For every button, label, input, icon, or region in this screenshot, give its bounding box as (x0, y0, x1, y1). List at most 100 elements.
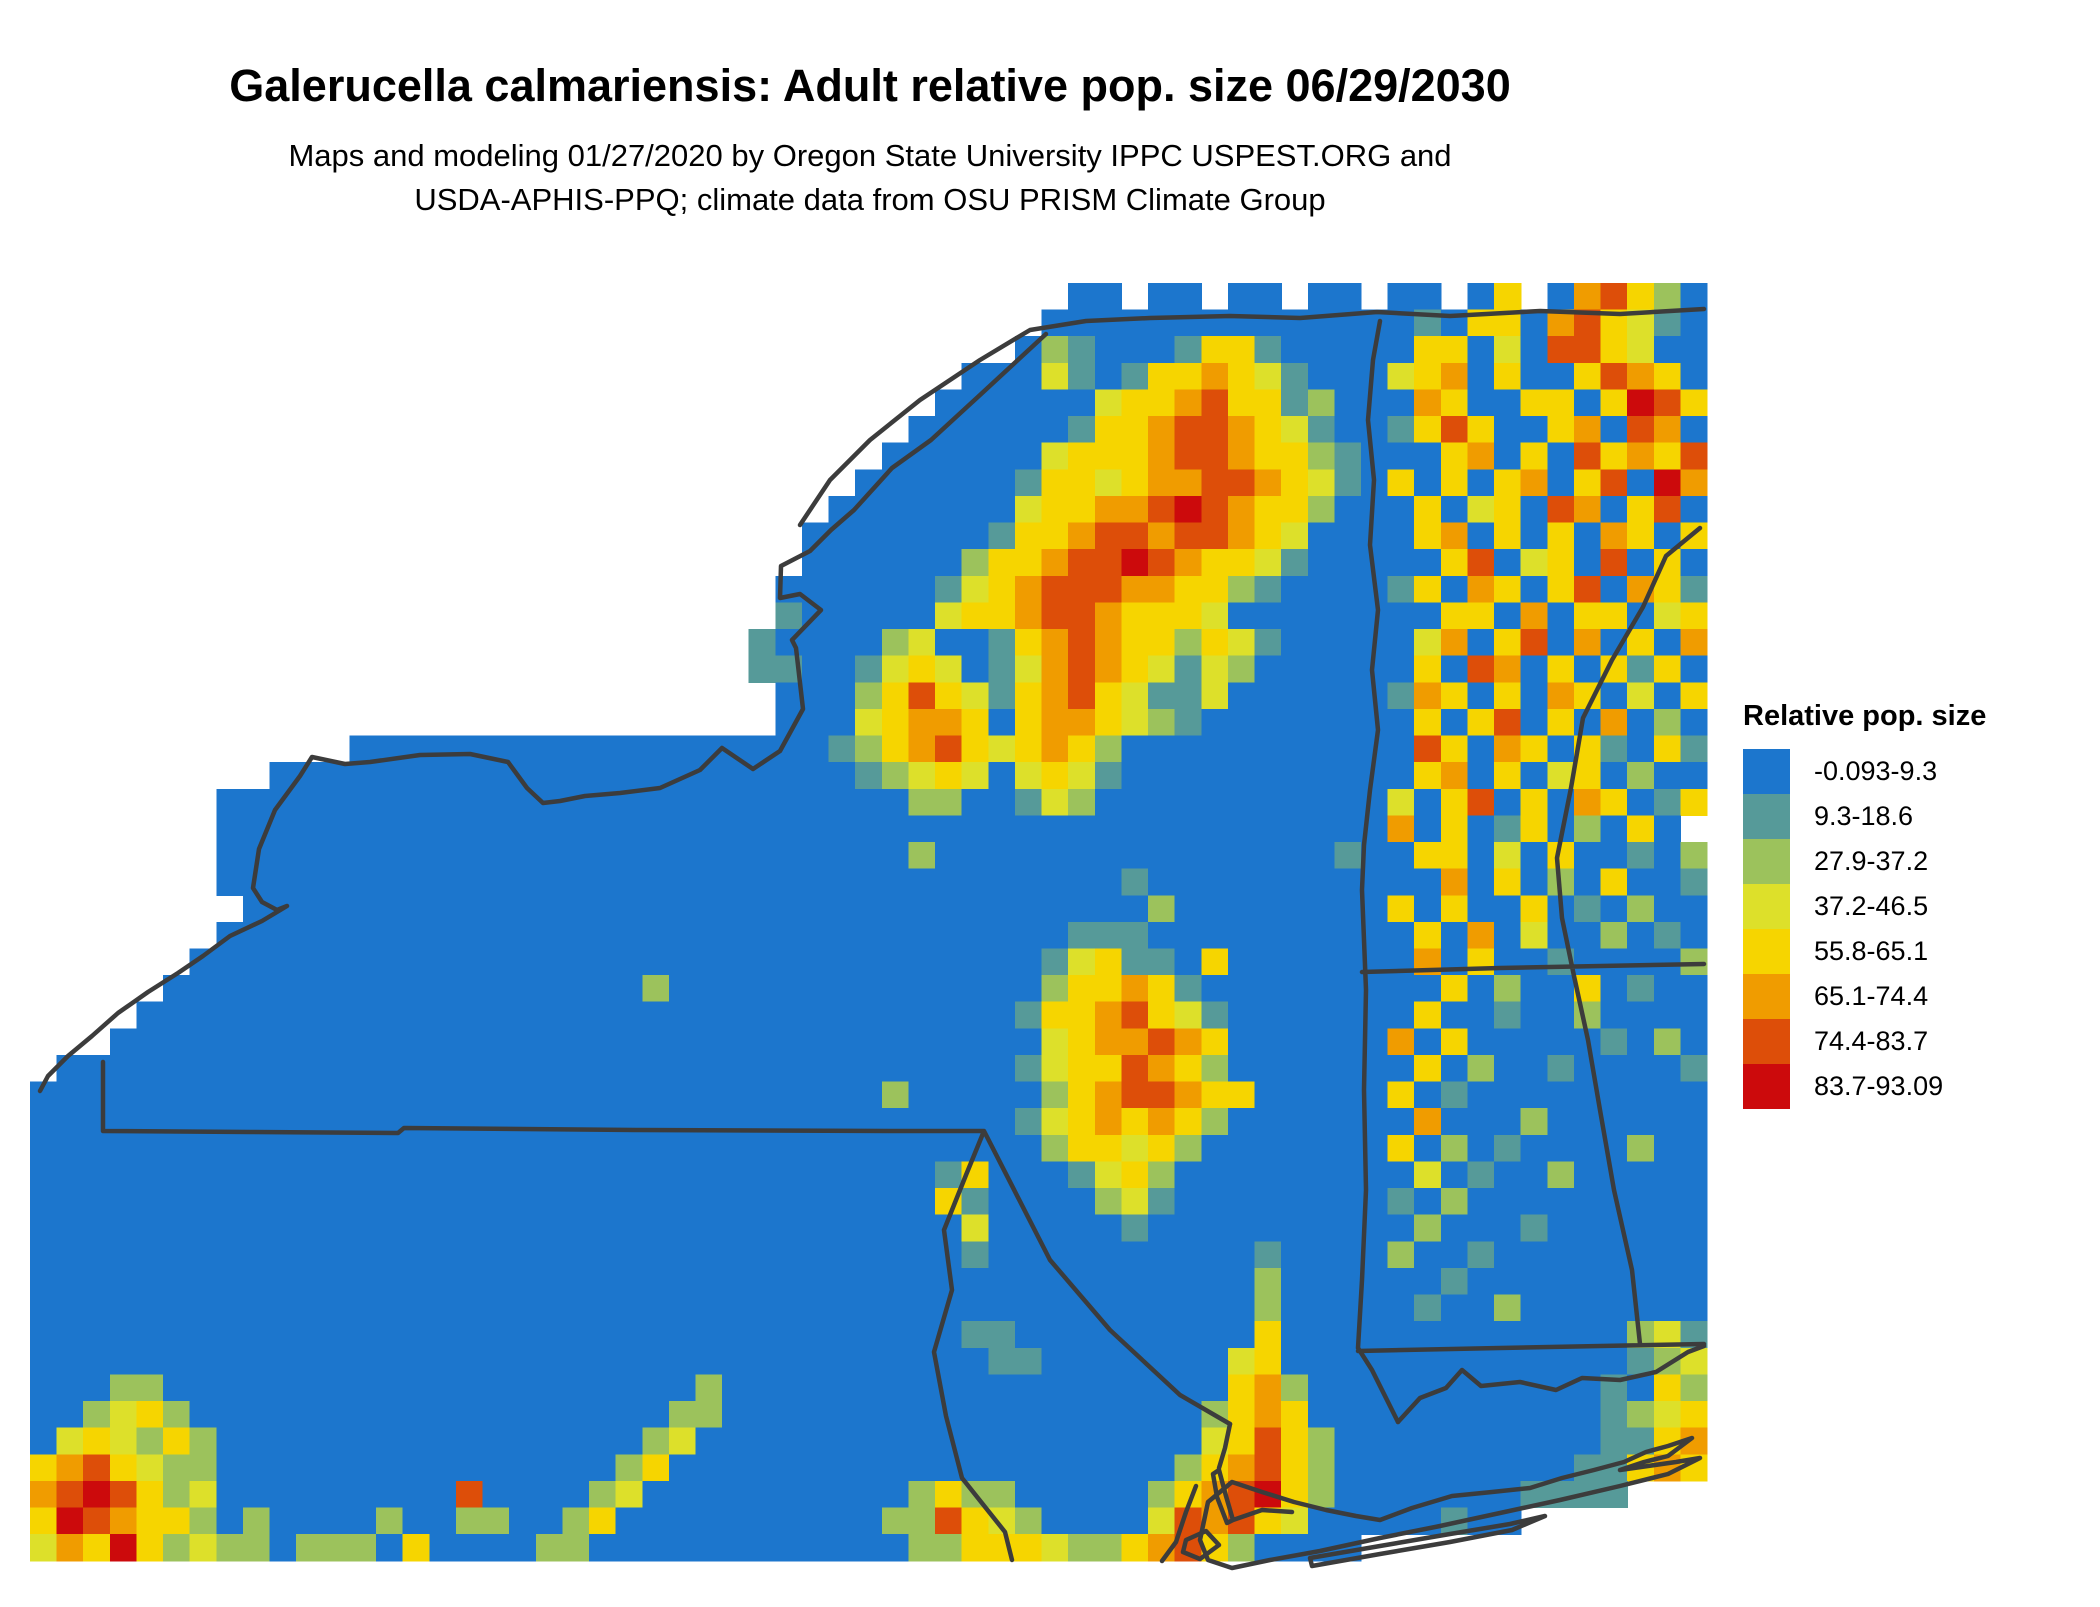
map-cell (1201, 1001, 1229, 1029)
map-cell (1201, 762, 1229, 790)
map-cell (1068, 1081, 1096, 1109)
map-cell (30, 1241, 58, 1269)
map-cell (1547, 682, 1575, 710)
map-cell (615, 1321, 643, 1349)
map-cell (695, 975, 723, 1003)
map-cell (1281, 1454, 1309, 1482)
map-cell (802, 1347, 830, 1376)
map-cell (961, 975, 989, 1003)
map-cell (1440, 655, 1469, 683)
map-cell (935, 522, 963, 550)
map-cell (1387, 522, 1415, 550)
map-cell (535, 842, 564, 870)
map-cell (376, 1134, 404, 1163)
map-cell (855, 496, 883, 524)
map-cell (828, 1028, 856, 1056)
map-cell (1068, 1267, 1096, 1296)
map-cell (216, 1507, 244, 1535)
map-cell (1174, 1081, 1202, 1109)
map-cell (1547, 1294, 1575, 1322)
map-cell (349, 895, 377, 923)
map-cell (1121, 362, 1149, 391)
map-cell (1254, 975, 1282, 1003)
map-cell (1627, 1081, 1655, 1109)
map-cell (748, 1055, 776, 1083)
map-cell (881, 1028, 910, 1056)
map-cell (1627, 1347, 1655, 1376)
map-cell (455, 1294, 484, 1322)
map-cell (775, 975, 803, 1003)
map-cell (1068, 1188, 1096, 1216)
map-cell (722, 1214, 750, 1242)
map-cell (535, 1161, 564, 1189)
map-cell (1174, 336, 1202, 364)
map-cell (136, 1161, 164, 1189)
map-cell (1520, 1214, 1548, 1242)
map-cell (1600, 921, 1628, 950)
map-cell (775, 1321, 803, 1349)
map-cell (961, 788, 989, 817)
map-cell (376, 1161, 404, 1189)
map-cell (1467, 708, 1495, 737)
map-cell (1068, 1480, 1096, 1509)
map-cell (802, 895, 830, 923)
map-cell (562, 762, 590, 790)
map-cell (1680, 682, 1708, 710)
map-cell (109, 1507, 138, 1535)
map-cell (695, 815, 723, 843)
map-cell (775, 1480, 803, 1509)
map-cell (828, 655, 856, 683)
map-cell (56, 1401, 84, 1429)
map-cell (1094, 868, 1123, 896)
map-cell (296, 868, 324, 896)
map-cell (509, 1108, 537, 1136)
map-cell (296, 1294, 324, 1322)
map-cell (1467, 1108, 1495, 1136)
map-cell (1387, 975, 1415, 1003)
map-cell (1201, 602, 1229, 630)
map-cell (1068, 1454, 1096, 1482)
map-cell (1281, 575, 1309, 604)
map-cell (589, 1480, 617, 1509)
map-cell (30, 1108, 58, 1136)
map-cell (589, 1001, 617, 1029)
map-cell (1227, 336, 1256, 364)
map-cell (322, 1028, 351, 1056)
legend-row: 37.2-46.5 (1743, 884, 1986, 929)
map-cell (83, 1134, 111, 1163)
map-cell (961, 1081, 989, 1109)
map-cell (695, 1055, 723, 1083)
map-cell (376, 948, 404, 976)
map-cell (1334, 788, 1362, 817)
map-cell (1653, 948, 1682, 976)
map-cell (322, 1401, 351, 1429)
map-cell (509, 1028, 537, 1056)
map-cell (1227, 842, 1256, 870)
map-cell (1653, 389, 1682, 417)
map-cell (1440, 1427, 1469, 1455)
map-cell (642, 815, 670, 843)
map-cell (1068, 1427, 1096, 1455)
map-cell (322, 1480, 351, 1509)
map-cell (1520, 1454, 1548, 1482)
map-cell (1148, 842, 1176, 870)
legend-label: 65.1-74.4 (1814, 981, 1929, 1011)
map-cell (1467, 921, 1495, 950)
map-cell (615, 1534, 643, 1562)
map-cell (1281, 336, 1309, 364)
map-cell (109, 1454, 138, 1482)
map-cell (1440, 788, 1469, 817)
map-cell (1148, 1001, 1176, 1029)
map-cell (1254, 283, 1282, 311)
map-cell (615, 1347, 643, 1376)
map-cell (855, 815, 883, 843)
map-cell (296, 815, 324, 843)
map-cell (296, 1241, 324, 1269)
map-cell (908, 496, 936, 524)
map-cell (908, 1188, 936, 1216)
map-cell (1068, 735, 1096, 763)
map-cell (269, 1001, 297, 1029)
map-cell (1600, 948, 1628, 976)
map-cell (1680, 283, 1708, 311)
